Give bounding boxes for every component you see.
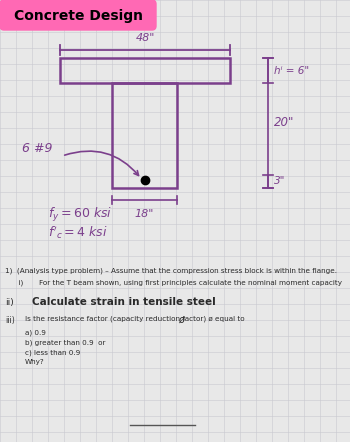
Text: Why?: Why? — [25, 359, 45, 365]
Text: c) less than 0.9: c) less than 0.9 — [25, 349, 80, 355]
Text: 3": 3" — [274, 176, 285, 187]
Text: 1)  (Analysis type problem) – Assume that the compression stress block is within: 1) (Analysis type problem) – Assume that… — [5, 268, 337, 274]
Text: $f_y = 60$ ksi: $f_y = 60$ ksi — [48, 206, 112, 224]
Bar — [112, 83, 177, 188]
Text: Concrete Design: Concrete Design — [14, 9, 142, 23]
Text: 18": 18" — [135, 209, 154, 219]
Text: 20": 20" — [274, 117, 294, 130]
Text: i)       For the T beam shown, using first principles calculate the nominal mome: i) For the T beam shown, using first pri… — [5, 279, 342, 286]
Text: ø: ø — [178, 315, 184, 325]
Text: ii): ii) — [5, 298, 14, 307]
Text: 48": 48" — [135, 33, 155, 43]
Text: $f'_c = 4$ ksi: $f'_c = 4$ ksi — [48, 225, 108, 241]
Text: 6 #9: 6 #9 — [22, 141, 52, 155]
FancyArrowPatch shape — [65, 151, 139, 175]
Text: Is the resistance factor (capacity reduction factor) ø equal to: Is the resistance factor (capacity reduc… — [25, 316, 245, 323]
Text: Calculate strain in tensile steel: Calculate strain in tensile steel — [32, 297, 216, 307]
FancyBboxPatch shape — [0, 0, 156, 30]
Bar — [60, 58, 230, 83]
Text: b) greater than 0.9  or: b) greater than 0.9 or — [25, 339, 105, 346]
Text: iii): iii) — [5, 316, 15, 325]
Text: a) 0.9: a) 0.9 — [25, 329, 46, 335]
Text: hⁱ = 6": hⁱ = 6" — [274, 65, 309, 76]
